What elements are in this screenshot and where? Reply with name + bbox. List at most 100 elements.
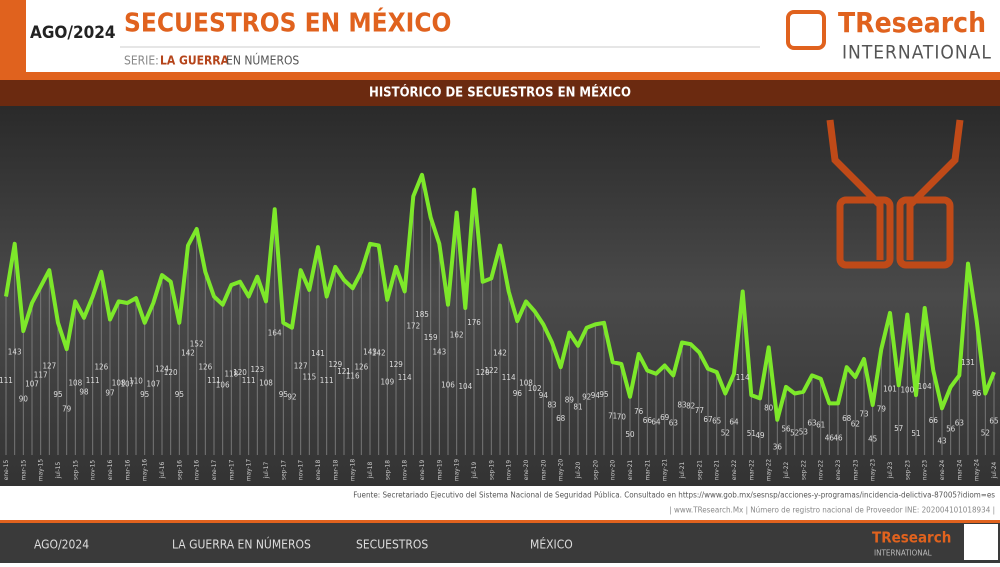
footer-item: LA GUERRA EN NÚMEROS [172, 537, 311, 552]
qr-code [964, 524, 998, 560]
x-tick-label: sep-19 [487, 460, 495, 480]
data-label: 90 [19, 395, 29, 404]
data-label: 46 [825, 434, 835, 443]
data-label: 162 [450, 331, 464, 340]
x-tick-label: nov-17 [297, 460, 305, 480]
data-label: 124 [155, 364, 169, 373]
data-label: 129 [328, 360, 342, 369]
data-label: 69 [660, 413, 670, 422]
x-tick-label: nov-23 [921, 460, 929, 480]
data-label: 123 [250, 365, 264, 374]
x-tick-label: mar-18 [331, 459, 339, 480]
data-label: 50 [625, 430, 635, 439]
data-label: 116 [346, 371, 360, 380]
data-label: 152 [190, 339, 204, 348]
footer [0, 520, 1000, 563]
data-label: 143 [8, 347, 22, 356]
date: AGO/2024 [30, 23, 116, 43]
data-label: 106 [441, 380, 455, 389]
x-tick-label: nov-15 [89, 460, 97, 480]
x-tick-label: mar-22 [747, 459, 755, 480]
data-label: 79 [877, 404, 887, 413]
data-label: 120 [233, 368, 247, 377]
x-tick-label: ene-21 [626, 459, 634, 480]
x-tick-label: mar-15 [19, 459, 27, 480]
data-label: 92 [287, 393, 296, 402]
data-label: 111 [86, 376, 100, 385]
series-line [4, 172, 996, 422]
data-label: 126 [354, 363, 368, 372]
data-label: 111 [242, 376, 256, 385]
x-tick-label: may-22 [765, 459, 773, 481]
data-label: 120 [476, 368, 490, 377]
x-tick-label: may-15 [37, 459, 45, 481]
data-label: 111 [0, 376, 13, 385]
data-label: 81 [573, 403, 582, 412]
data-label: 114 [398, 373, 412, 382]
data-label: 172 [406, 322, 420, 331]
logo-icon [786, 10, 826, 50]
data-label: 76 [634, 407, 644, 416]
x-tick-label: sep-17 [279, 460, 287, 480]
data-label: 176 [467, 318, 481, 327]
x-tick-label: sep-23 [903, 460, 911, 480]
data-label: 127 [294, 362, 308, 371]
x-tick-label: may-18 [349, 459, 357, 481]
data-label: 106 [216, 380, 230, 389]
x-tick-label: ene-20 [522, 459, 530, 480]
data-label: 51 [911, 429, 920, 438]
data-label: 111 [320, 376, 334, 385]
data-label: 110 [129, 377, 143, 386]
data-label: 52 [790, 428, 799, 437]
chart-title: HISTÓRICO DE SECUESTROS EN MÉXICO [369, 85, 631, 101]
logo-main: TResearch [838, 6, 986, 39]
source: Fuente: Secretariado Ejecutivo del Siste… [353, 491, 995, 500]
data-label: 63 [955, 419, 964, 428]
data-label: 95 [279, 390, 288, 399]
data-label: 70 [617, 412, 627, 421]
x-tick-label: sep-20 [591, 460, 599, 480]
x-tick-label: may-19 [453, 459, 461, 481]
data-label: 65 [989, 417, 998, 426]
data-label: 71 [608, 411, 617, 420]
data-label: 77 [695, 406, 704, 415]
data-label: 109 [380, 378, 394, 387]
data-label: 114 [736, 373, 750, 382]
x-tick-label: jul-20 [574, 461, 582, 479]
x-tick-label: may-21 [661, 459, 669, 481]
data-label: 36 [773, 443, 783, 452]
data-label: 108 [259, 379, 273, 388]
serie-prefix: SERIE: [124, 54, 159, 68]
data-label: 142 [493, 348, 507, 357]
footer-accent [0, 520, 1000, 523]
data-label: 101 [883, 385, 897, 394]
data-label: 141 [311, 349, 325, 358]
x-tick-label: jul-17 [262, 461, 270, 479]
data-label: 120 [164, 368, 178, 377]
data-label: 107 [120, 379, 134, 388]
data-label: 143 [363, 347, 377, 356]
data-label: 95 [599, 390, 608, 399]
x-tick-label: nov-22 [817, 460, 825, 480]
data-label: 66 [929, 416, 939, 425]
data-label: 56 [946, 425, 956, 434]
x-tick-label: jul-23 [886, 461, 894, 479]
x-tick-label: mar-24 [955, 459, 963, 480]
x-tick-label: jul-18 [366, 461, 374, 479]
logo-sub: INTERNATIONAL [842, 42, 992, 64]
x-tick-label: mar-17 [227, 459, 235, 480]
x-tick-label: ene-15 [2, 459, 10, 480]
data-label: 89 [565, 395, 575, 404]
data-label: 61 [816, 420, 825, 429]
data-label: 64 [651, 418, 661, 427]
data-label: 95 [140, 390, 149, 399]
x-tick-label: jul-22 [782, 461, 790, 479]
x-tick-label: nov-20 [609, 460, 617, 480]
data-label: 52 [721, 428, 730, 437]
data-label: 164 [268, 329, 282, 338]
data-label: 96 [513, 389, 523, 398]
data-label: 96 [972, 389, 982, 398]
data-label: 82 [686, 402, 695, 411]
data-label: 131 [961, 358, 975, 367]
data-label: 63 [807, 419, 816, 428]
